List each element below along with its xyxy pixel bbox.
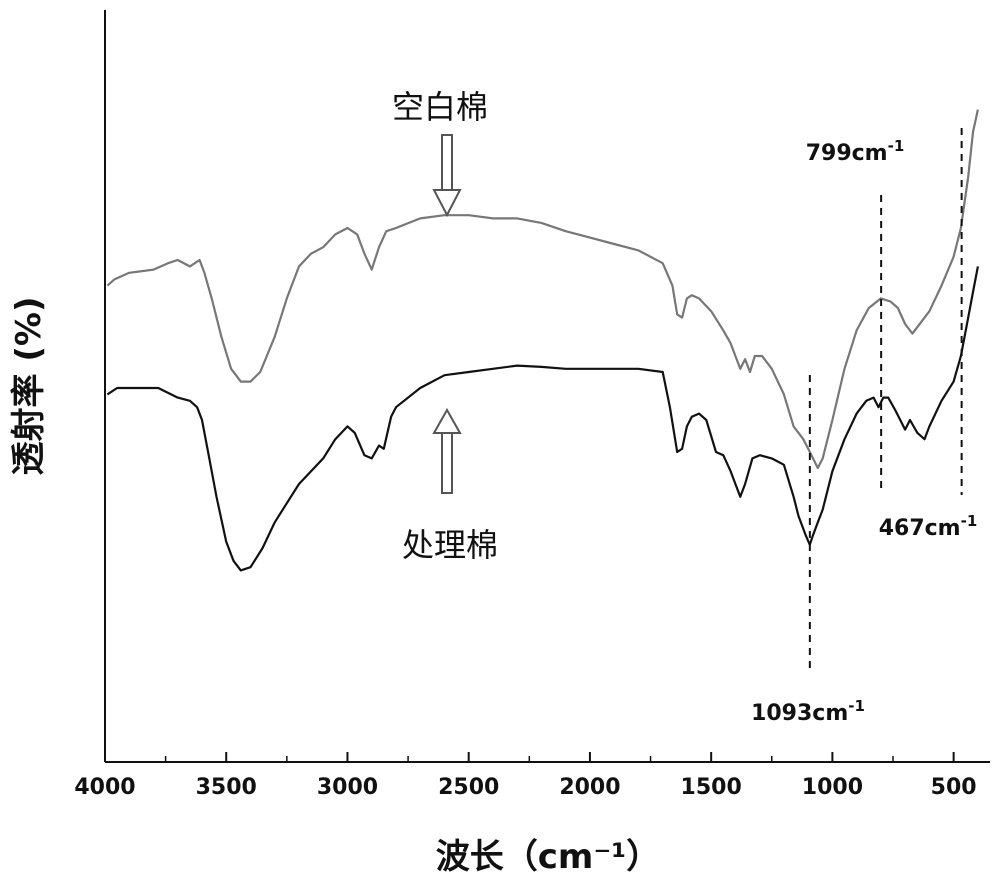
x-tick-label: 3000 [317, 775, 378, 800]
up-arrow-icon [434, 410, 460, 493]
plot-frame [105, 10, 990, 762]
x-axis-label: 波长（cm⁻¹） [436, 837, 660, 877]
peak-label-799: 799cm-1 [806, 137, 905, 166]
series-label-treated: 处理棉 [402, 410, 498, 564]
series-name-blank-cotton: 空白棉 [392, 88, 488, 126]
peak-label-1093: 1093cm-1 [751, 697, 865, 726]
annotations-group: 799cm-1 467cm-1 1093cm-1 [751, 128, 977, 726]
series-line-1 [107, 266, 978, 570]
series-name-treated-cotton: 处理棉 [402, 526, 498, 564]
x-tick-label: 500 [931, 775, 977, 800]
series-group [107, 110, 978, 571]
x-tick-label: 4000 [74, 775, 135, 800]
y-axis-label: 透射率 (%) [9, 297, 49, 476]
x-tick-label: 1500 [681, 775, 742, 800]
x-tick-label: 3500 [196, 775, 257, 800]
down-arrow-icon [434, 135, 460, 215]
x-tick-label: 2500 [438, 775, 499, 800]
x-ticks: 4000 3500 3000 2500 2000 1500 1000 500 [74, 752, 976, 800]
x-tick-label: 1000 [802, 775, 863, 800]
x-tick-label: 2000 [559, 775, 620, 800]
series-label-blank: 空白棉 [392, 88, 488, 215]
peak-label-467: 467cm-1 [879, 512, 978, 541]
